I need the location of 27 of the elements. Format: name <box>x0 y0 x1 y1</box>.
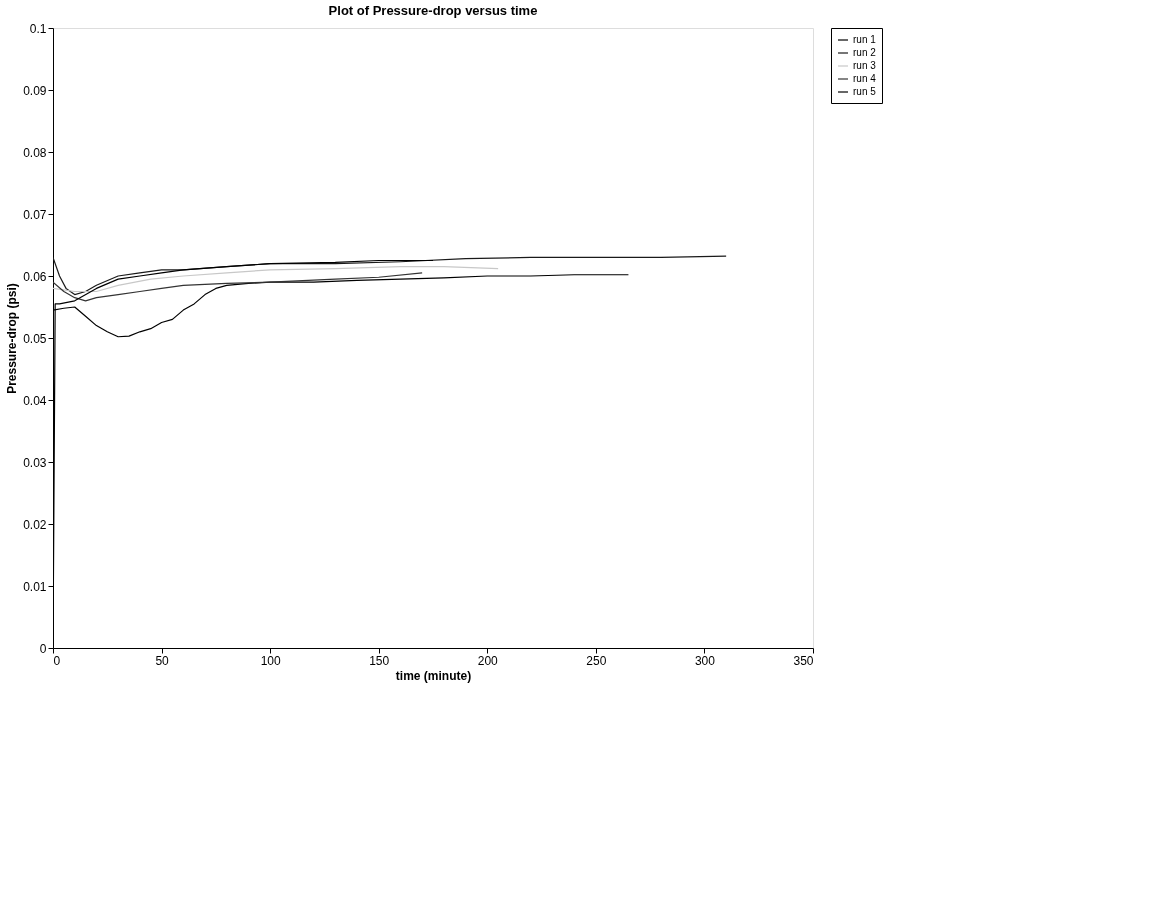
x-tick-label: 300 <box>694 653 716 668</box>
y-tick-label: 0.08 <box>23 145 47 160</box>
chart-title: Plot of Pressure-drop versus time <box>328 3 538 18</box>
legend-label: run 1 <box>853 34 877 45</box>
x-tick-label: 250 <box>586 653 607 668</box>
x-axis-title: time (minute) <box>395 668 472 683</box>
legend-label: run 2 <box>853 47 877 58</box>
x-tick-label: 150 <box>369 653 390 668</box>
y-tick-label: 0.01 <box>23 579 47 594</box>
y-tick-label: 0 <box>39 641 47 656</box>
y-tick-label: 0.05 <box>23 331 47 346</box>
x-tick-label: 200 <box>477 653 499 668</box>
x-tick-label: 50 <box>155 653 170 668</box>
y-tick-label: 0.09 <box>23 83 47 98</box>
y-tick-label: 0.1 <box>29 21 47 36</box>
legend-label: run 4 <box>853 73 877 84</box>
x-tick-label: 0 <box>53 653 61 668</box>
legend-label: run 3 <box>853 60 877 71</box>
y-axis-title: Pressure-drop (psi) <box>5 283 20 394</box>
y-tick-label: 0.06 <box>23 269 47 284</box>
y-tick-label: 0.07 <box>23 207 47 222</box>
y-tick-label: 0.02 <box>23 517 47 532</box>
y-tick-label: 0.03 <box>23 455 47 470</box>
legend-label: run 5 <box>853 86 877 97</box>
x-tick-label: 350 <box>793 653 814 668</box>
x-tick-label: 100 <box>260 653 281 668</box>
y-tick-label: 0.04 <box>23 393 47 408</box>
